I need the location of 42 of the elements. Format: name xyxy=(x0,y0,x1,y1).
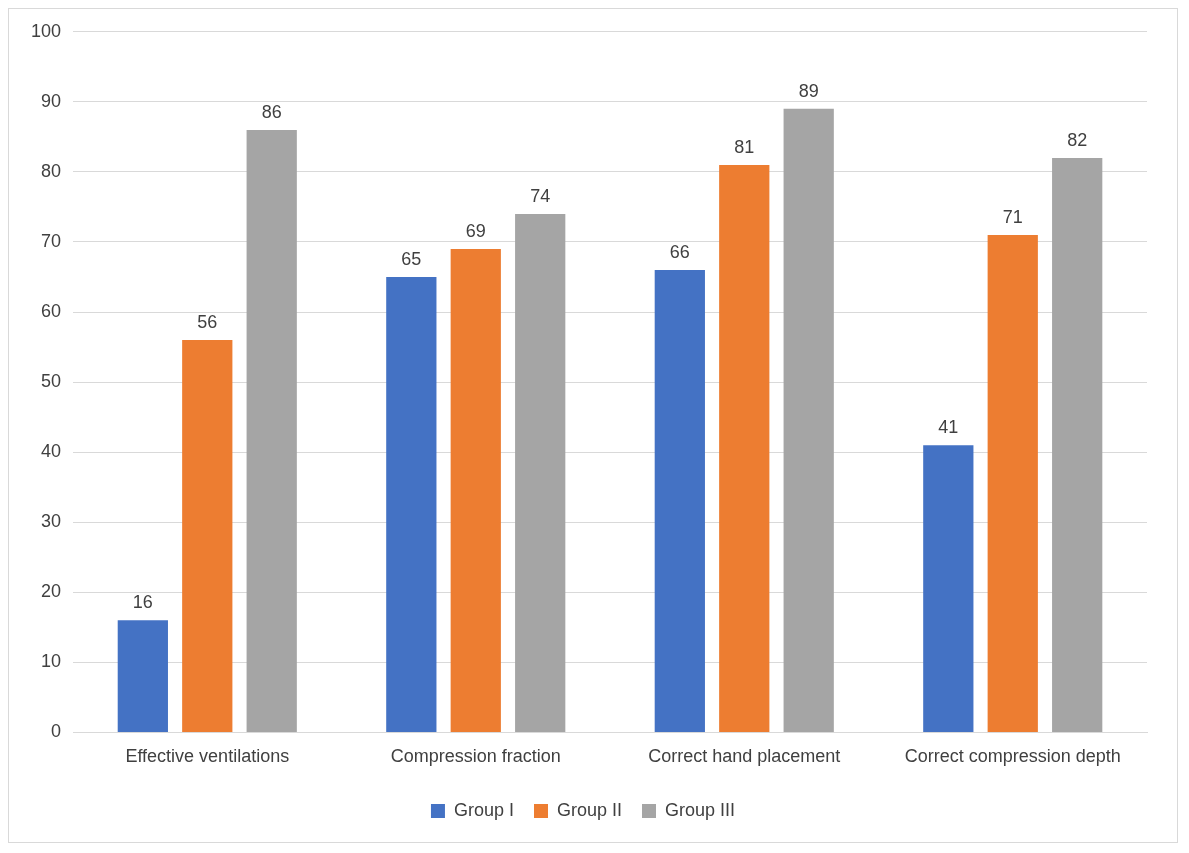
y-tick-label: 90 xyxy=(41,90,62,111)
data-label: 66 xyxy=(669,241,690,262)
data-label: 56 xyxy=(197,312,218,333)
y-tick-label: 100 xyxy=(30,20,62,41)
bar xyxy=(987,234,1038,732)
y-tick-label: 60 xyxy=(41,301,62,322)
y-tick-label: 20 xyxy=(41,581,62,602)
bar xyxy=(386,277,437,732)
y-tick-label: 50 xyxy=(41,371,62,392)
y-tick-label: 0 xyxy=(51,721,62,742)
y-tick-label: 80 xyxy=(41,160,62,181)
bar xyxy=(182,340,233,732)
y-tick-label: 70 xyxy=(41,230,62,251)
bar xyxy=(117,620,168,732)
bar xyxy=(450,248,501,732)
bar xyxy=(783,108,834,732)
y-tick-label: 40 xyxy=(41,441,62,462)
x-tick-label: Effective ventilations xyxy=(125,746,290,767)
y-tick-label: 10 xyxy=(41,651,62,672)
bar xyxy=(1052,157,1103,732)
data-label: 89 xyxy=(798,80,819,101)
data-label: 86 xyxy=(261,101,282,122)
data-label: 71 xyxy=(1002,206,1023,227)
x-tick-label: Compression fraction xyxy=(390,746,561,767)
x-tick-label: Correct hand placement xyxy=(648,746,841,767)
bar xyxy=(515,213,566,732)
legend-label: Group III xyxy=(665,799,736,820)
data-label: 81 xyxy=(734,136,755,157)
legend-label: Group II xyxy=(556,799,623,820)
bar xyxy=(246,129,297,732)
bar xyxy=(719,164,770,732)
data-label: 74 xyxy=(530,185,551,206)
legend-label: Group I xyxy=(453,799,514,820)
data-label: 65 xyxy=(401,248,422,269)
data-label: 16 xyxy=(132,592,153,613)
data-label: 69 xyxy=(465,220,486,241)
bar xyxy=(654,270,705,732)
data-label: 41 xyxy=(938,417,959,438)
y-tick-label: 30 xyxy=(41,511,62,532)
bar xyxy=(923,445,974,732)
x-tick-label: Correct compression depth xyxy=(904,746,1121,767)
data-label: 82 xyxy=(1067,129,1088,150)
